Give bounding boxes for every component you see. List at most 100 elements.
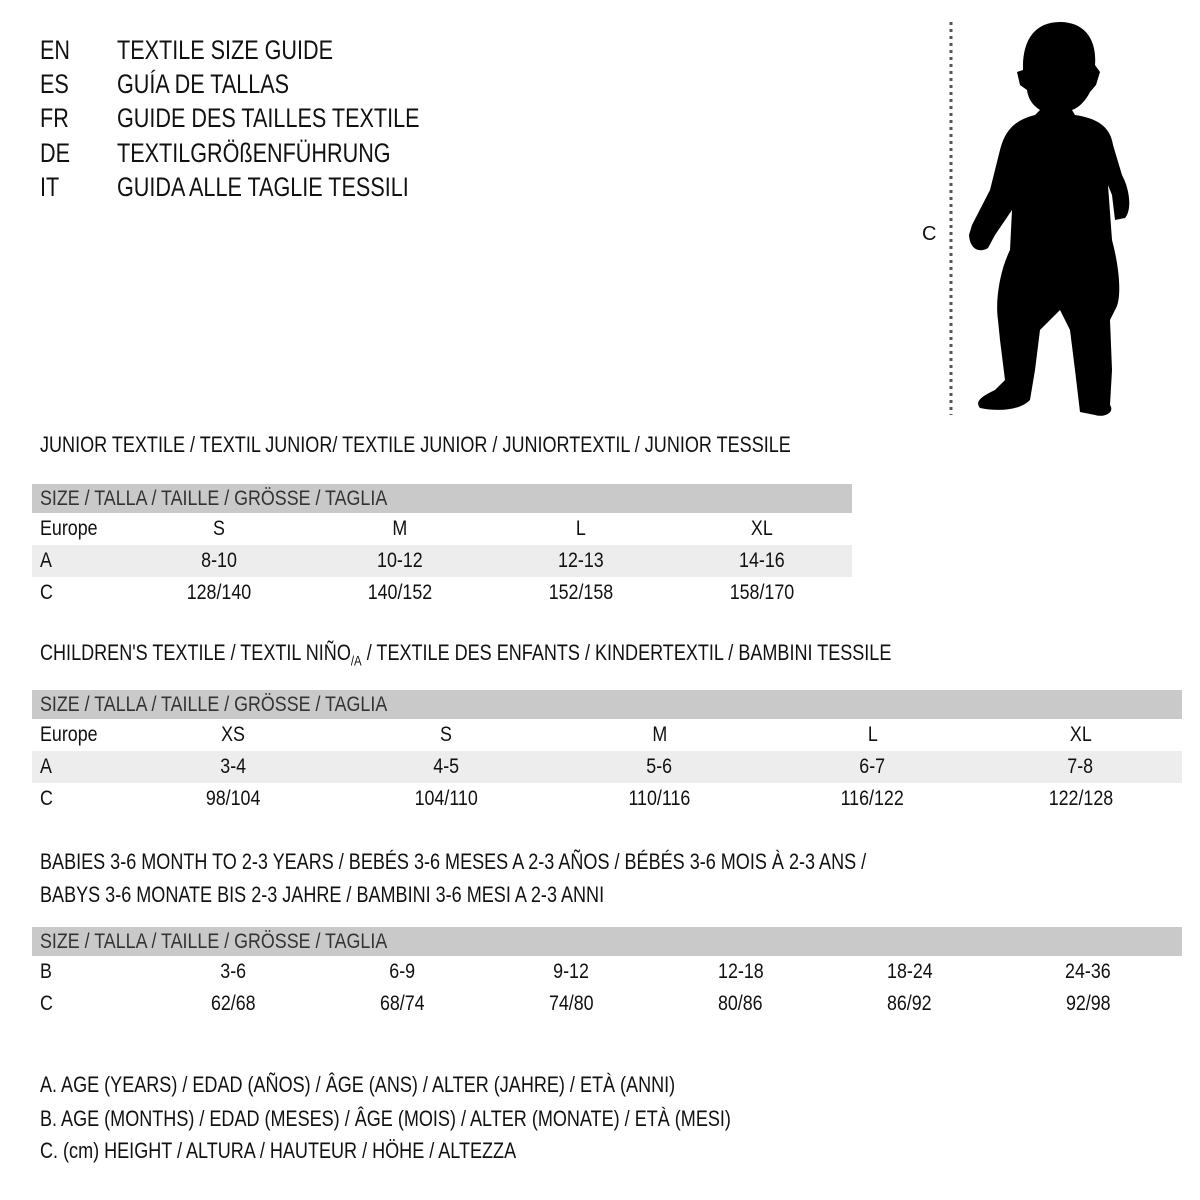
table-cell: 12-18 <box>717 960 764 983</box>
lang-code: EN <box>40 35 71 65</box>
table-cell: 3-6 <box>220 960 247 983</box>
size-header-label: SIZE / TALLA / TAILLE / GRÖSSE / TAGLIA <box>40 486 388 510</box>
height-label: C <box>922 223 936 245</box>
table-cell: 104/110 <box>414 787 479 810</box>
table-cell: 6-9 <box>389 960 416 983</box>
size-header-label: SIZE / TALLA / TAILLE / GRÖSSE / TAGLIA <box>40 929 388 953</box>
table-row: Europe S M L XL <box>32 513 852 545</box>
lang-title-it: GUIDA ALLE TAGLIE TESSILI <box>117 172 482 202</box>
table-cell: XL <box>1069 723 1092 746</box>
children-heading-rest: / TEXTILE DES ENFANTS / KINDERTEXTIL / B… <box>361 640 892 665</box>
lang-code-fr: FR <box>40 103 76 133</box>
table-cell: 116/122 <box>840 787 905 810</box>
lang-title-de: TEXTILGRÖßENFÜHRUNG <box>117 138 459 168</box>
table-row: C 98/104 104/110 110/116 116/122 122/128 <box>32 783 1182 815</box>
lang-title: TEXTILGRÖßENFÜHRUNG <box>117 138 391 168</box>
lang-code-it: IT <box>40 172 64 202</box>
table-cell: 92/98 <box>1065 992 1111 1015</box>
table-cell: 6-7 <box>859 755 886 778</box>
row-label: A <box>40 755 52 778</box>
children-heading-text: CHILDREN'S TEXTILE / TEXTIL NIÑO/A / TEX… <box>40 640 891 673</box>
legend-c: C. (cm) HEIGHT / ALTURA / HAUTEUR / HÖHE… <box>40 1138 621 1164</box>
size-header-label: SIZE / TALLA / TAILLE / GRÖSSE / TAGLIA <box>40 692 388 716</box>
table-cell: 122/128 <box>1048 787 1113 810</box>
lang-code-es: ES <box>40 69 76 99</box>
table-cell: 80/86 <box>718 992 763 1015</box>
size-header-row: SIZE / TALLA / TAILLE / GRÖSSE / TAGLIA <box>32 484 852 513</box>
table-cell: 152/158 <box>548 581 614 604</box>
legend-text: B. AGE (MONTHS) / EDAD (MESES) / ÂGE (MO… <box>40 1106 731 1131</box>
lang-title-en: TEXTILE SIZE GUIDE <box>117 35 387 65</box>
junior-size-table: SIZE / TALLA / TAILLE / GRÖSSE / TAGLIA E… <box>32 484 852 609</box>
table-cell: 10-12 <box>377 549 423 572</box>
table-cell: 74/80 <box>549 992 594 1015</box>
table-row: C 128/140 140/152 152/158 158/170 <box>32 577 852 609</box>
table-cell: 140/152 <box>367 581 433 604</box>
children-heading-main: CHILDREN'S TEXTILE / TEXTIL NIÑO <box>40 640 351 665</box>
row-label: C <box>40 787 53 810</box>
lang-code: DE <box>40 138 71 168</box>
table-cell: M <box>392 517 408 540</box>
table-cell: XL <box>750 517 773 540</box>
table-cell: 68/74 <box>380 992 425 1015</box>
table-cell: 24-36 <box>1065 960 1111 983</box>
table-cell: 3-4 <box>220 755 247 778</box>
table-cell: 8-10 <box>201 549 238 572</box>
junior-heading: JUNIOR TEXTILE / TEXTIL JUNIOR/ TEXTILE … <box>40 432 956 458</box>
legend-a: A. AGE (YEARS) / EDAD (AÑOS) / ÂGE (ANS)… <box>40 1072 815 1098</box>
legend-b: B. AGE (MONTHS) / EDAD (MESES) / ÂGE (MO… <box>40 1106 883 1132</box>
lang-code: IT <box>40 172 60 202</box>
child-silhouette-icon: C <box>922 22 1130 416</box>
table-row: A 8-10 10-12 12-13 14-16 <box>32 545 852 577</box>
babies-size-table: SIZE / TALLA / TAILLE / GRÖSSE / TAGLIA B… <box>32 927 1182 1020</box>
table-cell: 5-6 <box>646 755 673 778</box>
lang-title-es: GUÍA DE TALLAS <box>117 69 332 99</box>
row-label: Europe <box>40 723 98 746</box>
table-row: A 3-4 4-5 5-6 6-7 7-8 <box>32 751 1183 783</box>
table-cell: 18-24 <box>886 960 933 983</box>
babies-heading-text: BABYS 3-6 MONATE BIS 2-3 JAHRE / BAMBINI… <box>40 882 605 907</box>
row-label: Europe <box>40 517 98 540</box>
lang-title: GUIDE DES TAILLES TEXTILE <box>117 103 420 133</box>
table-cell: L <box>575 517 586 540</box>
table-cell: 9-12 <box>553 960 590 983</box>
table-row: C 62/68 68/74 74/80 80/86 86/92 92/98 <box>32 988 1182 1020</box>
children-heading-sub: /A <box>350 652 362 669</box>
table-cell: L <box>867 723 878 746</box>
table-cell: S <box>440 723 453 746</box>
table-cell: 158/170 <box>729 581 794 604</box>
lang-code-en: EN <box>40 35 78 65</box>
row-label: B <box>40 960 52 983</box>
junior-heading-text: JUNIOR TEXTILE / TEXTIL JUNIOR/ TEXTILE … <box>40 432 791 457</box>
table-cell: 4-5 <box>433 755 460 778</box>
row-label: C <box>40 581 53 604</box>
child-silhouette <box>969 22 1130 416</box>
lang-code: FR <box>40 103 69 133</box>
table-cell: 128/140 <box>187 581 252 604</box>
babies-heading-line2: BABYS 3-6 MONATE BIS 2-3 JAHRE / BAMBINI… <box>40 882 728 908</box>
lang-code-de: DE <box>40 138 78 168</box>
lang-title: GUIDA ALLE TAGLIE TESSILI <box>117 172 409 202</box>
lang-title-fr: GUIDE DES TAILLES TEXTILE <box>117 103 495 133</box>
table-cell: 7-8 <box>1067 755 1094 778</box>
table-row: B 3-6 6-9 9-12 12-18 18-24 24-36 <box>32 956 1182 988</box>
table-cell: XS <box>221 723 246 746</box>
table-cell: 98/104 <box>206 787 261 810</box>
size-header-row: SIZE / TALLA / TAILLE / GRÖSSE / TAGLIA <box>32 690 1183 719</box>
lang-code: ES <box>40 69 69 99</box>
babies-heading-line1: BABIES 3-6 MONTH TO 2-3 YEARS / BEBÉS 3-… <box>40 849 1048 875</box>
children-heading: CHILDREN'S TEXTILE / TEXTIL NIÑO/A / TEX… <box>40 640 1078 673</box>
lang-title: GUÍA DE TALLAS <box>117 69 290 99</box>
table-cell: 110/116 <box>628 787 691 810</box>
size-header-row: SIZE / TALLA / TAILLE / GRÖSSE / TAGLIA <box>32 927 1182 956</box>
table-row: Europe XS S M L XL <box>32 719 1182 751</box>
table-cell: 62/68 <box>211 992 256 1015</box>
legend-text: C. (cm) HEIGHT / ALTURA / HAUTEUR / HÖHE… <box>40 1138 517 1163</box>
children-size-table: SIZE / TALLA / TAILLE / GRÖSSE / TAGLIA E… <box>32 690 1183 815</box>
row-label: C <box>40 992 53 1015</box>
table-cell: 14-16 <box>738 549 785 572</box>
table-cell: M <box>652 723 667 746</box>
table-cell: 12-13 <box>557 549 604 572</box>
table-cell: S <box>213 517 226 540</box>
babies-heading-text: BABIES 3-6 MONTH TO 2-3 YEARS / BEBÉS 3-… <box>40 849 867 874</box>
